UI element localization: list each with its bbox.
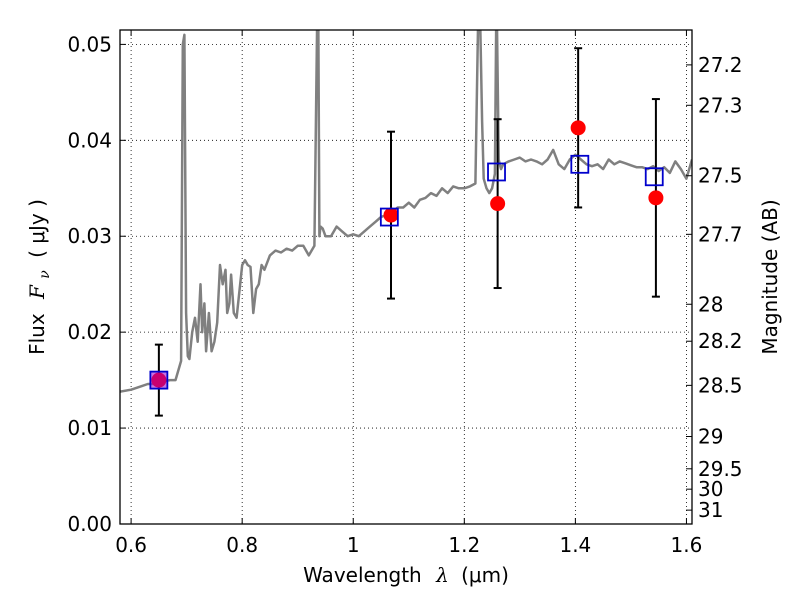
x-tick-label: 1.6 xyxy=(671,533,703,557)
y2-axis-title: Magnitude (AB) xyxy=(758,199,782,354)
grid-lines xyxy=(120,30,692,525)
y-tick-label: 0.01 xyxy=(67,416,112,440)
observed-point xyxy=(570,120,586,136)
y2-tick-label: 29 xyxy=(698,425,723,449)
x-axis-title-symbol: λ xyxy=(435,563,449,587)
y-axis-title-symbol: F xyxy=(25,284,49,300)
model-photometry-square xyxy=(149,370,169,390)
y2-tick-label: 28.5 xyxy=(698,373,743,397)
y-axis-title: Flux F ν ( μJy ) xyxy=(25,199,54,355)
x-axis-title-unit: (μm) xyxy=(461,563,509,587)
observed-point xyxy=(383,207,399,223)
y2-tick-label: 28 xyxy=(698,292,723,316)
y2-tick-label: 27.5 xyxy=(698,164,743,188)
observed-point xyxy=(648,190,664,206)
y2-tick-label: 27.2 xyxy=(698,53,743,77)
y-tick-label: 0.05 xyxy=(67,32,112,56)
x-tick-label: 0.8 xyxy=(226,533,258,557)
y2-tick-label: 30 xyxy=(698,477,723,501)
x-tick-label: 1.4 xyxy=(559,533,591,557)
model-photometry-square xyxy=(379,207,399,227)
model-photometry-points xyxy=(149,154,664,390)
y-tick-label: 0.04 xyxy=(67,128,112,152)
plot-frame xyxy=(119,29,693,525)
y-axis-title-label: Flux xyxy=(25,313,49,355)
y2-tick-label: 28.2 xyxy=(698,329,743,353)
y-tick-label: 0.00 xyxy=(67,512,112,536)
y2-tick-label: 31 xyxy=(698,498,723,522)
axis-ticks: 0.6 0.8 1 1.2 1.4 1.6 0.00 0.01 0.02 0.03 0.04 0.05… xyxy=(67,30,743,557)
y-tick-label: 0.02 xyxy=(67,320,112,344)
model-photometry-square xyxy=(644,167,664,187)
observed-point xyxy=(490,196,506,212)
model-sed-series xyxy=(120,30,692,393)
y2-tick-label: 27.7 xyxy=(698,222,743,246)
model-sed-line xyxy=(120,30,692,393)
y-tick-label: 0.03 xyxy=(67,224,112,248)
model-photometry-square xyxy=(570,154,590,174)
x-tick-label: 0.6 xyxy=(115,533,147,557)
y-axis-title-subscript: ν xyxy=(37,270,53,279)
x-axis-title-label: Wavelength xyxy=(303,563,422,587)
model-photometry-square xyxy=(487,162,506,182)
y-axis-title-unit: ( μJy ) xyxy=(25,199,49,258)
y2-tick-label: 29.5 xyxy=(698,457,743,481)
y2-tick-label: 27.3 xyxy=(698,93,743,117)
x-tick-label: 1.2 xyxy=(448,533,480,557)
x-tick-label: 1 xyxy=(347,533,360,557)
error-bars xyxy=(154,47,660,417)
x-axis-title: Wavelength λ (μm) xyxy=(303,563,509,587)
